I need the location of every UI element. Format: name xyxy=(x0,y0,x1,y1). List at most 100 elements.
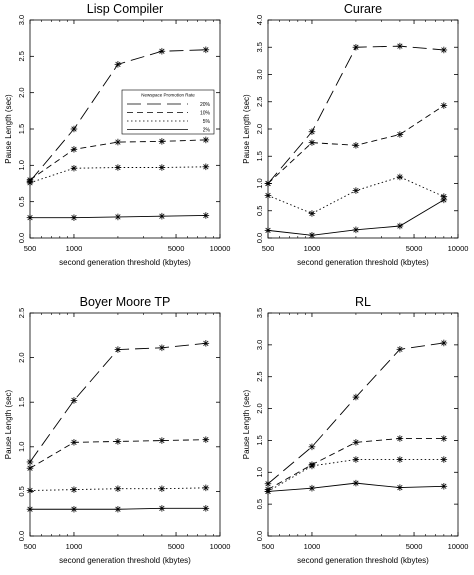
x-tick-label: 1000 xyxy=(66,542,83,551)
data-point-long-dash xyxy=(70,125,78,133)
data-point-short-dash xyxy=(114,438,122,445)
x-tick-label: 5000 xyxy=(168,542,185,551)
marker-stroke xyxy=(159,213,165,219)
y-tick-label: 0.0 xyxy=(17,531,26,541)
data-point-dotted xyxy=(70,486,78,493)
y-axis-label: Pause Length (sec) xyxy=(4,94,13,164)
y-axis-label: Pause Length (sec) xyxy=(242,389,251,459)
legend-label: 2% xyxy=(203,127,211,133)
y-tick-label: 4.0 xyxy=(255,15,264,25)
data-point-dotted xyxy=(26,487,34,494)
data-point-dotted xyxy=(396,456,404,463)
chart-title: Boyer Moore TP xyxy=(80,295,171,309)
marker-stroke xyxy=(71,506,77,512)
data-point-short-dash xyxy=(352,439,360,446)
data-point-short-dash xyxy=(440,102,448,109)
y-tick-label: 1.0 xyxy=(255,467,264,477)
data-point-long-dash xyxy=(396,42,404,50)
data-point-long-dash xyxy=(202,340,210,347)
plot-frame xyxy=(29,312,221,537)
data-point-dotted xyxy=(26,179,34,187)
x-tick-label: 500 xyxy=(262,244,275,253)
data-point-long-dash xyxy=(70,397,78,404)
data-point-solid xyxy=(308,231,316,239)
marker-stroke xyxy=(353,439,359,445)
y-axis-label: Pause Length (sec) xyxy=(4,389,13,459)
marker-stroke xyxy=(309,463,315,469)
marker-stroke xyxy=(309,485,315,491)
y-tick-label: 1.0 xyxy=(255,178,264,188)
y-tick-label: 1.5 xyxy=(17,124,26,134)
marker-stroke xyxy=(159,164,165,171)
data-point-solid xyxy=(352,479,360,487)
data-point-solid xyxy=(114,213,122,221)
marker-stroke xyxy=(309,232,315,238)
data-point-dotted xyxy=(308,462,316,470)
marker-stroke xyxy=(71,397,77,404)
y-tick-label: 3.5 xyxy=(255,42,264,52)
marker-stroke xyxy=(203,437,209,443)
data-point-long-dash xyxy=(308,128,316,136)
chart-panel-3: Boyer Moore TP 0.0 0.5 1.0 1.5 2.0 2.5 500 1000 5… xyxy=(4,295,230,565)
marker-stroke xyxy=(203,505,209,511)
data-point-long-dash xyxy=(440,339,448,347)
y-tick-label: 3.0 xyxy=(255,340,264,350)
data-point-dotted xyxy=(114,485,122,493)
data-point-solid xyxy=(440,196,448,204)
y-tick-label: 0.5 xyxy=(17,486,26,496)
data-point-short-dash xyxy=(352,142,360,149)
data-point-dotted xyxy=(158,164,166,171)
data-point-solid xyxy=(70,505,78,513)
marker-stroke xyxy=(265,488,271,495)
marker-stroke xyxy=(159,486,165,492)
data-point-short-dash xyxy=(308,139,316,146)
data-point-long-dash xyxy=(440,46,448,54)
marker-stroke xyxy=(397,484,403,491)
data-point-solid xyxy=(352,226,360,234)
marker-stroke xyxy=(353,456,359,463)
marker-stroke xyxy=(71,486,77,493)
data-point-long-dash xyxy=(202,46,210,54)
series-line-long-dash xyxy=(267,45,444,184)
data-point-short-dash xyxy=(70,146,78,153)
legend-title: Newspace Promotion Rate xyxy=(141,93,195,98)
marker-stroke xyxy=(115,506,121,512)
marker-stroke xyxy=(115,486,121,492)
plot-frame xyxy=(267,312,459,537)
data-point-solid xyxy=(308,484,316,492)
data-point-dotted xyxy=(308,210,316,217)
data-point-solid xyxy=(70,214,78,221)
y-tick-label: 3.5 xyxy=(255,308,264,318)
x-tick-label: 500 xyxy=(24,244,37,253)
data-point-short-dash xyxy=(202,436,210,443)
x-tick-label: 1000 xyxy=(304,542,321,551)
marker-stroke xyxy=(441,456,447,463)
data-point-dotted xyxy=(158,485,166,493)
series-line-short-dash xyxy=(29,139,206,181)
series-line-dotted xyxy=(267,176,445,214)
marker-stroke xyxy=(309,210,315,217)
chart-panel-4: RL 0.0 0.5 1.0 1.5 2.0 2.5 3.0 3.5 500 1000 5000 100… xyxy=(242,295,468,565)
data-point-long-dash xyxy=(352,43,360,51)
y-tick-label: 1.0 xyxy=(17,442,26,452)
data-point-short-dash xyxy=(202,136,210,144)
series-line-dotted xyxy=(29,487,206,491)
y-tick-label: 1.5 xyxy=(255,151,264,161)
marker-stroke xyxy=(115,346,121,353)
marker-stroke xyxy=(353,394,359,400)
y-tick-label: 2.0 xyxy=(255,124,264,134)
chart-title: RL xyxy=(355,295,371,309)
marker-stroke xyxy=(27,215,33,221)
marker-stroke xyxy=(265,180,271,187)
marker-stroke xyxy=(27,487,33,494)
data-point-dotted xyxy=(70,164,78,172)
plot-frame xyxy=(267,19,459,239)
marker-stroke xyxy=(159,437,165,444)
legend-label: 20% xyxy=(200,102,211,108)
y-tick-label: 0.5 xyxy=(17,196,26,206)
marker-stroke xyxy=(27,459,33,465)
data-point-solid xyxy=(264,488,272,495)
marker-stroke xyxy=(159,505,165,511)
x-tick-label: 10000 xyxy=(448,244,469,253)
data-point-solid xyxy=(158,212,166,220)
